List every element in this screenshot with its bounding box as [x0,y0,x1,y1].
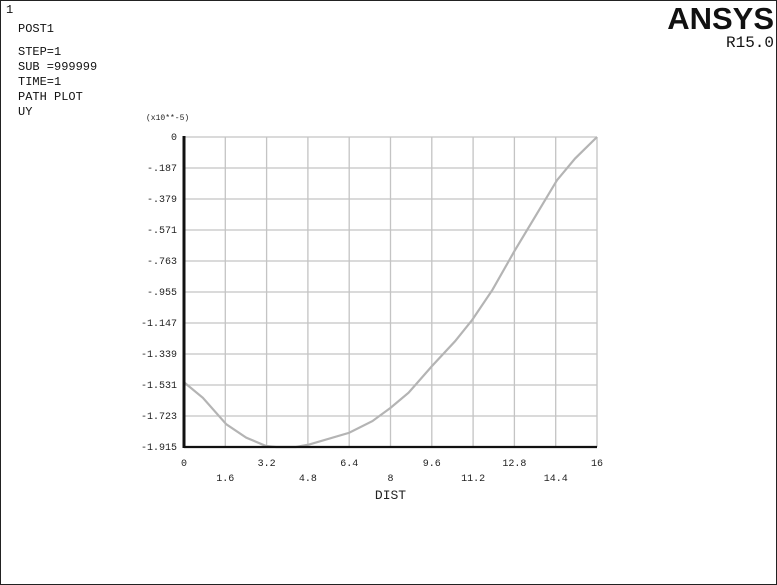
y-tick-label: 0 [171,133,177,144]
y-multiplier-label: (x10**-5) [146,114,189,123]
x-tick-label: 1.6 [216,474,234,485]
x-tick-label: 12.8 [502,459,526,470]
x-tick-label: 14.4 [544,474,568,485]
info-line: POST1 [18,22,55,36]
x-tick-label: 9.6 [423,459,441,470]
y-tick-label: -1.147 [141,319,177,330]
info-line: TIME=1 [18,75,62,89]
x-axis-label: DIST [375,488,406,503]
y-tick-label: -.379 [147,195,177,206]
y-tick-label: -1.531 [141,381,177,392]
y-tick-label: -.763 [147,257,177,268]
info-line: PATH PLOT [18,90,83,104]
x-tick-label: 6.4 [340,459,358,470]
x-tick-label: 11.2 [461,474,485,485]
y-tick-label: -.187 [147,164,177,175]
x-tick-label: 0 [181,459,187,470]
window-number: 1 [6,3,14,17]
x-tick-label: 16 [591,459,603,470]
y-tick-label: -.955 [147,288,177,299]
y-tick-label: -1.723 [141,412,177,423]
y-tick-label: -1.339 [141,350,177,361]
x-tick-label: 8 [387,474,393,485]
info-line: SUB =999999 [18,60,98,74]
brand-version: R15.0 [725,34,774,52]
ansys-logo: ANSYS R15.0 [667,1,774,52]
info-line: STEP=1 [18,45,62,59]
x-tick-label: 4.8 [299,474,317,485]
brand-name: ANSYS [667,1,774,36]
plot-info: POST1 STEP=1 SUB =999999 TIME=1 PATH PLO… [18,22,97,120]
y-tick-label: -.571 [147,226,177,237]
y-tick-label: -1.915 [141,443,177,454]
info-line: UY [18,105,33,119]
x-tick-label: 3.2 [258,459,276,470]
uy-curve [183,136,598,449]
